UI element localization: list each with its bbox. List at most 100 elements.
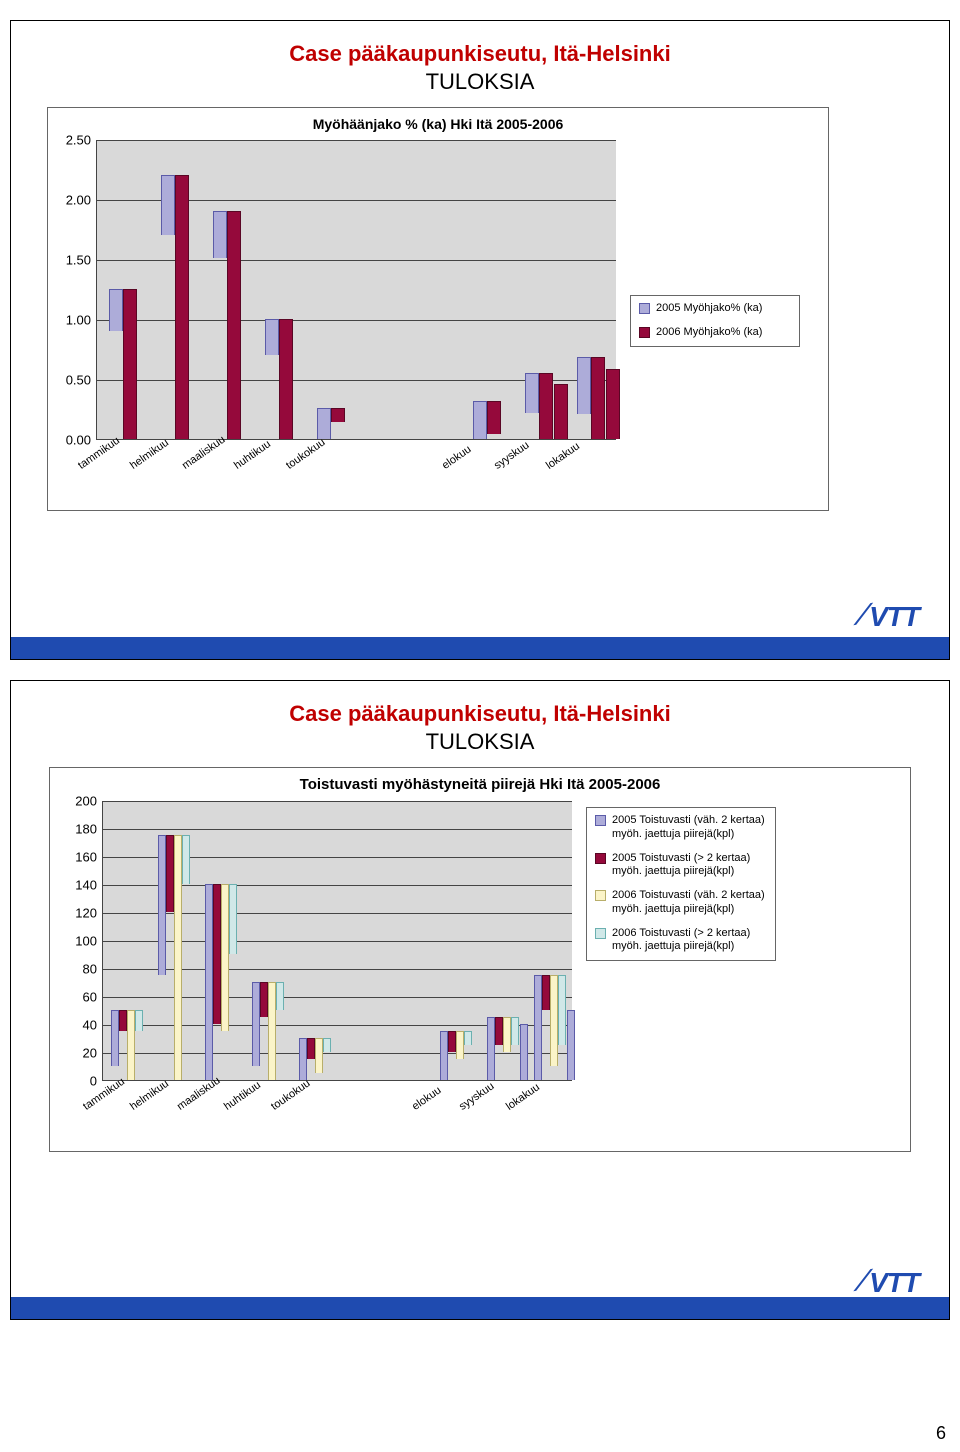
chart-bar — [213, 884, 221, 1024]
slide-bottom-bar — [11, 637, 949, 659]
chart-xtick-label: helmikuu — [128, 437, 171, 472]
chart-bar-extra — [554, 384, 568, 439]
chart-bar — [158, 835, 166, 975]
chart-bar-group — [111, 1010, 143, 1080]
chart-bar-group — [213, 211, 241, 439]
chart-ytick-label: 160 — [75, 850, 103, 865]
chart-gridline — [103, 801, 572, 802]
chart-ytick-label: 40 — [83, 1018, 103, 1033]
chart-gridline — [97, 140, 616, 141]
chart-bar — [487, 401, 501, 435]
chart-xtick-label: huhtikuu — [232, 438, 273, 472]
chart2-plot-area: 020406080100120140160180200 — [102, 801, 572, 1081]
chart-bar — [260, 982, 268, 1017]
chart-xtick-label: elokuu — [440, 443, 473, 471]
slide-2: Case pääkaupunkiseutu, Itä-Helsinki TULO… — [10, 680, 950, 1320]
chart-xtick-label: syyskuu — [492, 439, 531, 472]
chart-legend-swatch — [595, 890, 606, 901]
vtt-logo: ⟋VTT — [853, 1267, 919, 1299]
chart-legend-label: 2005 Toistuvasti (väh. 2 kertaa) myöh. j… — [612, 814, 767, 842]
chart-bar — [229, 884, 237, 954]
slide2-subtitle: TULOKSIA — [51, 729, 909, 755]
chart-ytick-label: 0 — [90, 1074, 103, 1089]
slide-1: Case pääkaupunkiseutu, Itä-Helsinki TULO… — [10, 20, 950, 660]
chart-ytick-label: 2.50 — [66, 133, 97, 148]
chart1-title: Myöhäänjako % (ka) Hki Itä 2005-2006 — [52, 112, 824, 140]
chart2-frame: Toistuvasti myöhästyneitä piirejä Hki It… — [49, 767, 911, 1152]
chart-xtick-label: elokuu — [410, 1084, 443, 1112]
chart-bar — [279, 319, 293, 439]
chart-bar — [487, 1017, 495, 1080]
chart-bar-group — [534, 975, 566, 1080]
chart-legend-swatch — [639, 327, 650, 338]
chart-bar — [323, 1038, 331, 1052]
chart-bar — [542, 975, 550, 1010]
chart-bar — [123, 289, 137, 439]
page-number: 6 — [936, 1423, 946, 1444]
chart1-plot-area: 0.000.501.001.502.002.50 — [96, 140, 616, 440]
chart-ytick-label: 200 — [75, 794, 103, 809]
chart-ytick-label: 80 — [83, 962, 103, 977]
chart2-plot-col: 020406080100120140160180200 tammikuuhelm… — [102, 801, 572, 1143]
chart1-legend: 2005 Myöhjako% (ka) 2006 Myöhjako% (ka) — [630, 295, 800, 347]
chart-bar — [127, 1010, 135, 1080]
chart1-plot-col: 0.000.501.001.502.002.50 tammikuuhelmiku… — [96, 140, 616, 502]
chart-bar — [511, 1017, 519, 1045]
chart-legend-swatch — [595, 853, 606, 864]
chart-bar-group — [109, 289, 137, 439]
chart-legend-label: 2005 Toistuvasti (> 2 kertaa) myöh. jaet… — [612, 852, 767, 880]
chart-bar — [174, 835, 182, 1080]
chart-ytick-label: 180 — [75, 822, 103, 837]
chart-bar — [456, 1031, 464, 1059]
chart-bar-group — [158, 835, 190, 1080]
chart1-xticks: tammikuuhelmikuumaaliskuuhuhtikuutoukoku… — [96, 442, 616, 502]
chart-bar — [331, 408, 345, 422]
chart-bar-group — [161, 175, 189, 439]
chart-legend-swatch — [639, 303, 650, 314]
chart-bar-group — [252, 982, 284, 1080]
chart-bar — [161, 175, 175, 235]
chart-bar — [175, 175, 189, 439]
chart2-xticks: tammikuuhelmikuumaaliskuuhuhtikuutoukoku… — [102, 1083, 572, 1143]
chart-xtick-label: lokakuu — [544, 440, 582, 472]
chart-ytick-label: 1.00 — [66, 313, 97, 328]
chart-xtick-label: helmikuu — [128, 1078, 171, 1113]
chart-bar — [315, 1038, 323, 1073]
chart-ytick-label: 140 — [75, 878, 103, 893]
chart-gridline — [103, 829, 572, 830]
chart-bar-group — [525, 373, 553, 439]
chart-legend-item: 2006 Myöhjako% (ka) — [639, 326, 791, 340]
chart-bar — [440, 1031, 448, 1080]
chart-bar — [227, 211, 241, 439]
chart2-title: Toistuvasti myöhästyneitä piirejä Hki It… — [54, 772, 906, 801]
chart-legend-label: 2006 Toistuvasti (väh. 2 kertaa) myöh. j… — [612, 889, 767, 917]
chart-legend-label: 2006 Toistuvasti (> 2 kertaa) myöh. jaet… — [612, 927, 767, 955]
chart-bar — [591, 357, 605, 439]
chart-bar-group — [317, 408, 345, 439]
chart-bar — [503, 1017, 511, 1052]
chart-ytick-label: 20 — [83, 1046, 103, 1061]
slide1-title: Case pääkaupunkiseutu, Itä-Helsinki — [51, 41, 909, 67]
vtt-logo: ⟋VTT — [853, 601, 919, 633]
chart-bar — [119, 1010, 127, 1031]
chart-bar — [550, 975, 558, 1066]
chart-bar-extra — [520, 1024, 528, 1080]
chart-legend-item: 2005 Myöhjako% (ka) — [639, 302, 791, 316]
chart-legend-swatch — [595, 928, 606, 939]
slide-bottom-bar — [11, 1297, 949, 1319]
chart-legend-label: 2006 Myöhjako% (ka) — [656, 326, 762, 340]
chart-bar — [109, 289, 123, 331]
chart-ytick-label: 60 — [83, 990, 103, 1005]
chart-legend-item: 2006 Toistuvasti (väh. 2 kertaa) myöh. j… — [595, 889, 767, 917]
chart-bar — [577, 357, 591, 413]
chart-legend-label: 2005 Myöhjako% (ka) — [656, 302, 762, 316]
chart-bar-group — [299, 1038, 331, 1080]
chart-ytick-label: 0.00 — [66, 433, 97, 448]
slide2-title: Case pääkaupunkiseutu, Itä-Helsinki — [51, 701, 909, 727]
chart-bar-group — [577, 357, 605, 439]
slide1-subtitle: TULOKSIA — [51, 69, 909, 95]
chart-bar — [268, 982, 276, 1080]
chart-bar — [213, 211, 227, 258]
chart-ytick-label: 100 — [75, 934, 103, 949]
chart-ytick-label: 1.50 — [66, 253, 97, 268]
